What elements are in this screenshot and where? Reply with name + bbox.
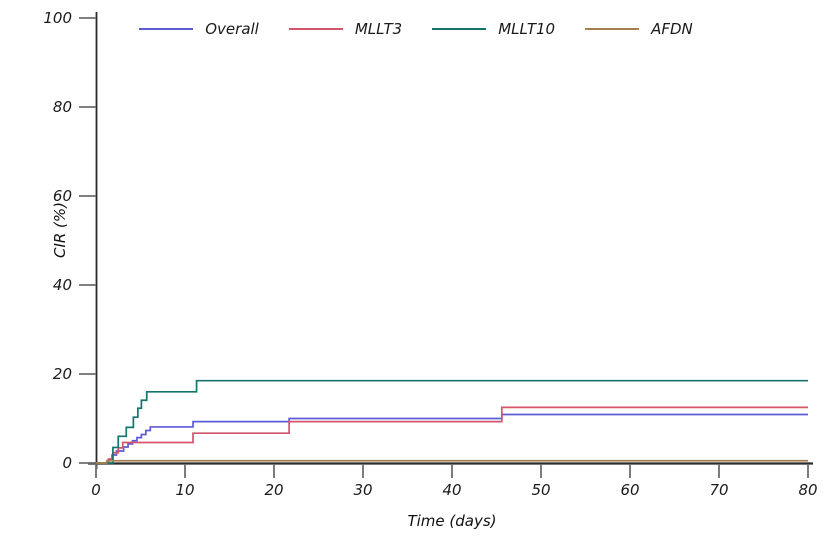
x-tick-label: 40 <box>442 481 461 499</box>
x-tick-label: 80 <box>798 481 817 499</box>
legend-item-afdn: AFDN <box>585 20 693 38</box>
chart-legend: Overall MLLT3 MLLT10 AFDN <box>96 20 736 38</box>
y-tick-label: 100 <box>43 9 72 27</box>
legend-item-overall: Overall <box>139 20 259 38</box>
y-tick-label: 0 <box>62 454 72 472</box>
y-tick-label: 40 <box>53 276 72 294</box>
y-tick-label: 60 <box>53 187 72 205</box>
x-tick-label: 20 <box>264 481 283 499</box>
x-tick-label: 30 <box>353 481 372 499</box>
legend-line-swatch <box>585 28 640 30</box>
legend-item-mllt3: MLLT3 <box>288 20 403 38</box>
legend-label: MLLT10 <box>498 20 556 38</box>
x-tick-label: 70 <box>709 481 728 499</box>
y-axis-title: CIR (%) <box>51 201 69 259</box>
x-axis-title: Time (days) <box>407 512 497 530</box>
x-tick-label: 10 <box>175 481 194 499</box>
legend-item-mllt10: MLLT10 <box>432 20 555 38</box>
legend-label: Overall <box>205 20 259 38</box>
x-tick-label: 50 <box>531 481 550 499</box>
y-tick-label: 80 <box>53 98 72 116</box>
legend-line-swatch <box>432 28 487 30</box>
legend-label: MLLT3 <box>354 20 403 38</box>
y-tick-label: 20 <box>53 365 72 383</box>
legend-line-swatch <box>288 28 343 30</box>
series-mllt10 <box>96 379 808 464</box>
series-afdn <box>96 459 808 464</box>
series-overall <box>96 413 808 464</box>
legend-line-swatch <box>139 28 194 30</box>
series-mllt3 <box>96 406 808 464</box>
legend-label: AFDN <box>651 20 693 38</box>
x-tick-label: 60 <box>620 481 639 499</box>
x-tick-label: 0 <box>91 481 101 499</box>
